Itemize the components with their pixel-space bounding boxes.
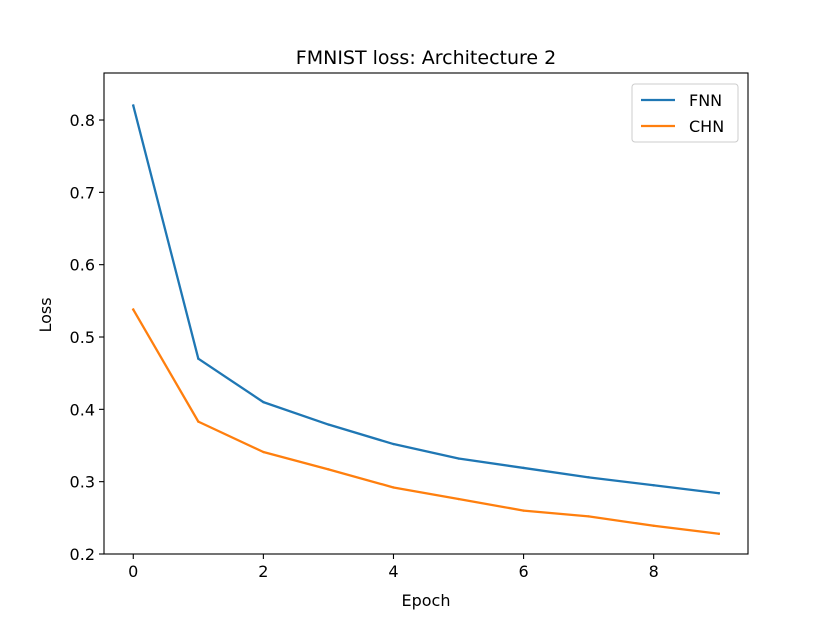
series-lines	[131, 104, 721, 536]
x-tick-label: 0	[128, 562, 138, 581]
y-tick-label: 0.3	[70, 473, 95, 492]
legend-label-chn: CHN	[689, 117, 724, 136]
data-point-fnn	[327, 423, 330, 426]
data-point-chn	[652, 524, 655, 527]
data-point-chn	[522, 509, 525, 512]
data-point-chn	[587, 515, 590, 518]
legend: FNN CHN	[631, 83, 739, 143]
x-tick-label: 6	[518, 562, 528, 581]
y-tick-label: 0.4	[70, 400, 95, 419]
data-point-fnn	[392, 442, 395, 446]
y-tick-label: 0.6	[70, 256, 95, 275]
data-point-chn	[327, 468, 330, 471]
x-tick-label: 8	[649, 562, 659, 581]
y-tick-label: 0.5	[70, 328, 95, 347]
data-point-chn	[132, 308, 135, 311]
y-tick-label: 0.8	[70, 111, 95, 130]
chart-title: FMNIST loss: Architecture 2	[296, 47, 556, 69]
y-tick-label: 0.7	[70, 183, 95, 202]
data-point-chn	[197, 420, 200, 423]
data-point-chn	[392, 486, 395, 489]
data-point-fnn	[717, 492, 720, 495]
data-point-fnn	[197, 357, 200, 360]
legend-box	[631, 83, 739, 143]
plot-frame	[103, 72, 749, 555]
x-tick-label: 2	[258, 562, 268, 581]
y-axis: 0.2 0.3 0.4 0.5 0.6 0.7 0.8	[70, 111, 104, 564]
data-point-fnn	[652, 484, 655, 487]
series-line-chn	[131, 307, 721, 536]
data-point-fnn	[522, 466, 525, 470]
legend-label-fnn: FNN	[689, 91, 722, 110]
data-point-chn	[457, 497, 460, 501]
data-point-chn	[262, 450, 265, 454]
data-point-fnn	[262, 400, 265, 404]
x-axis-label: Epoch	[402, 591, 451, 610]
x-axis: 0 2 4 6 8	[128, 554, 659, 581]
x-tick-label: 4	[388, 562, 398, 581]
data-point-fnn	[457, 457, 460, 460]
data-point-fnn	[587, 476, 590, 479]
data-point-chn	[717, 532, 720, 535]
series-line-fnn	[131, 104, 721, 495]
y-axis-label: Loss	[36, 297, 55, 332]
y-tick-label: 0.2	[70, 545, 95, 564]
data-point-fnn	[132, 104, 135, 107]
